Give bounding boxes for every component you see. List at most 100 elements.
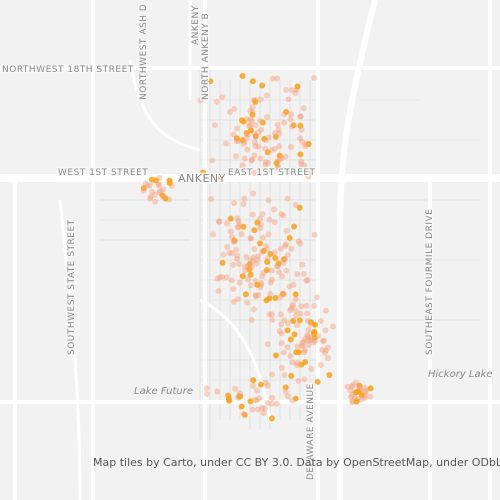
dot [282, 384, 289, 391]
dot [239, 72, 246, 79]
dot [349, 398, 356, 405]
dot [300, 105, 307, 112]
dot [322, 347, 329, 354]
dot [216, 218, 223, 225]
dot [259, 273, 266, 280]
dot [241, 138, 248, 145]
dot [284, 393, 291, 400]
dot [235, 138, 242, 145]
dot [249, 406, 256, 413]
dot [276, 143, 283, 150]
dot [262, 161, 269, 168]
dot [244, 131, 251, 138]
dot [232, 238, 239, 245]
dot [257, 117, 264, 124]
dot [292, 296, 299, 303]
dot [234, 224, 241, 231]
street-label: NORTHWEST ASH D [139, 4, 149, 100]
dot [226, 249, 233, 256]
dot [256, 215, 263, 222]
street-label: EAST 1ST STREET [228, 168, 316, 178]
dot [147, 193, 154, 200]
dot [264, 259, 271, 266]
dot [215, 288, 222, 295]
dot [238, 403, 245, 410]
dot [251, 139, 258, 146]
dot [311, 302, 318, 309]
dot [266, 216, 273, 223]
dot [303, 302, 310, 309]
dot [287, 307, 294, 314]
dot [303, 310, 310, 317]
dot [252, 396, 259, 403]
dot [233, 246, 240, 253]
dot [257, 224, 264, 231]
dot [160, 186, 167, 193]
dot [301, 338, 308, 345]
dot [240, 118, 247, 125]
dot [235, 217, 242, 224]
dot [263, 92, 270, 99]
dot [293, 312, 300, 319]
dot [247, 257, 254, 264]
dot [280, 256, 287, 263]
dot [147, 195, 154, 202]
dot [281, 255, 288, 262]
dot [237, 393, 244, 400]
dot [247, 127, 254, 134]
dot [302, 143, 309, 150]
dot [140, 185, 147, 192]
dot [305, 326, 312, 333]
dot [247, 282, 254, 289]
dot [353, 398, 360, 405]
dot [269, 267, 276, 274]
dot [290, 281, 297, 288]
dot [288, 305, 295, 312]
dot [268, 311, 275, 318]
dot [281, 119, 288, 126]
dot [225, 396, 232, 403]
dot [301, 347, 308, 354]
dot [275, 269, 282, 276]
dot [249, 211, 256, 218]
lake-label: Hickory Lake [428, 369, 493, 380]
dot [257, 221, 264, 228]
dot [290, 301, 297, 308]
dot [243, 253, 250, 260]
dot [223, 220, 230, 227]
dot [254, 219, 261, 226]
dot [220, 251, 227, 258]
dot [248, 235, 255, 242]
dot [305, 341, 312, 348]
dot [214, 388, 221, 395]
dot [240, 201, 247, 208]
labels: NORTHWEST 18TH STREET NORTHWEST ASH D NO… [1, 2, 500, 481]
dot [291, 331, 298, 338]
dot [256, 395, 263, 402]
dot [253, 397, 260, 404]
dot [304, 332, 311, 339]
dot [260, 247, 267, 254]
dot [301, 349, 308, 356]
dot [234, 252, 241, 259]
dot [304, 276, 311, 283]
dot [223, 274, 230, 281]
dot [247, 271, 254, 278]
dot [297, 240, 304, 247]
dot [287, 336, 294, 343]
dot [348, 393, 355, 400]
dot [208, 196, 215, 203]
dot [278, 340, 285, 347]
dot [300, 271, 307, 278]
dot [203, 385, 210, 392]
dot [280, 290, 287, 297]
dot [210, 231, 217, 238]
dot [264, 382, 271, 389]
dot [282, 388, 289, 395]
dot [324, 344, 331, 351]
dot [282, 242, 289, 249]
dot [294, 343, 301, 350]
dot [249, 258, 256, 265]
dot [320, 337, 327, 344]
dot [356, 384, 363, 391]
